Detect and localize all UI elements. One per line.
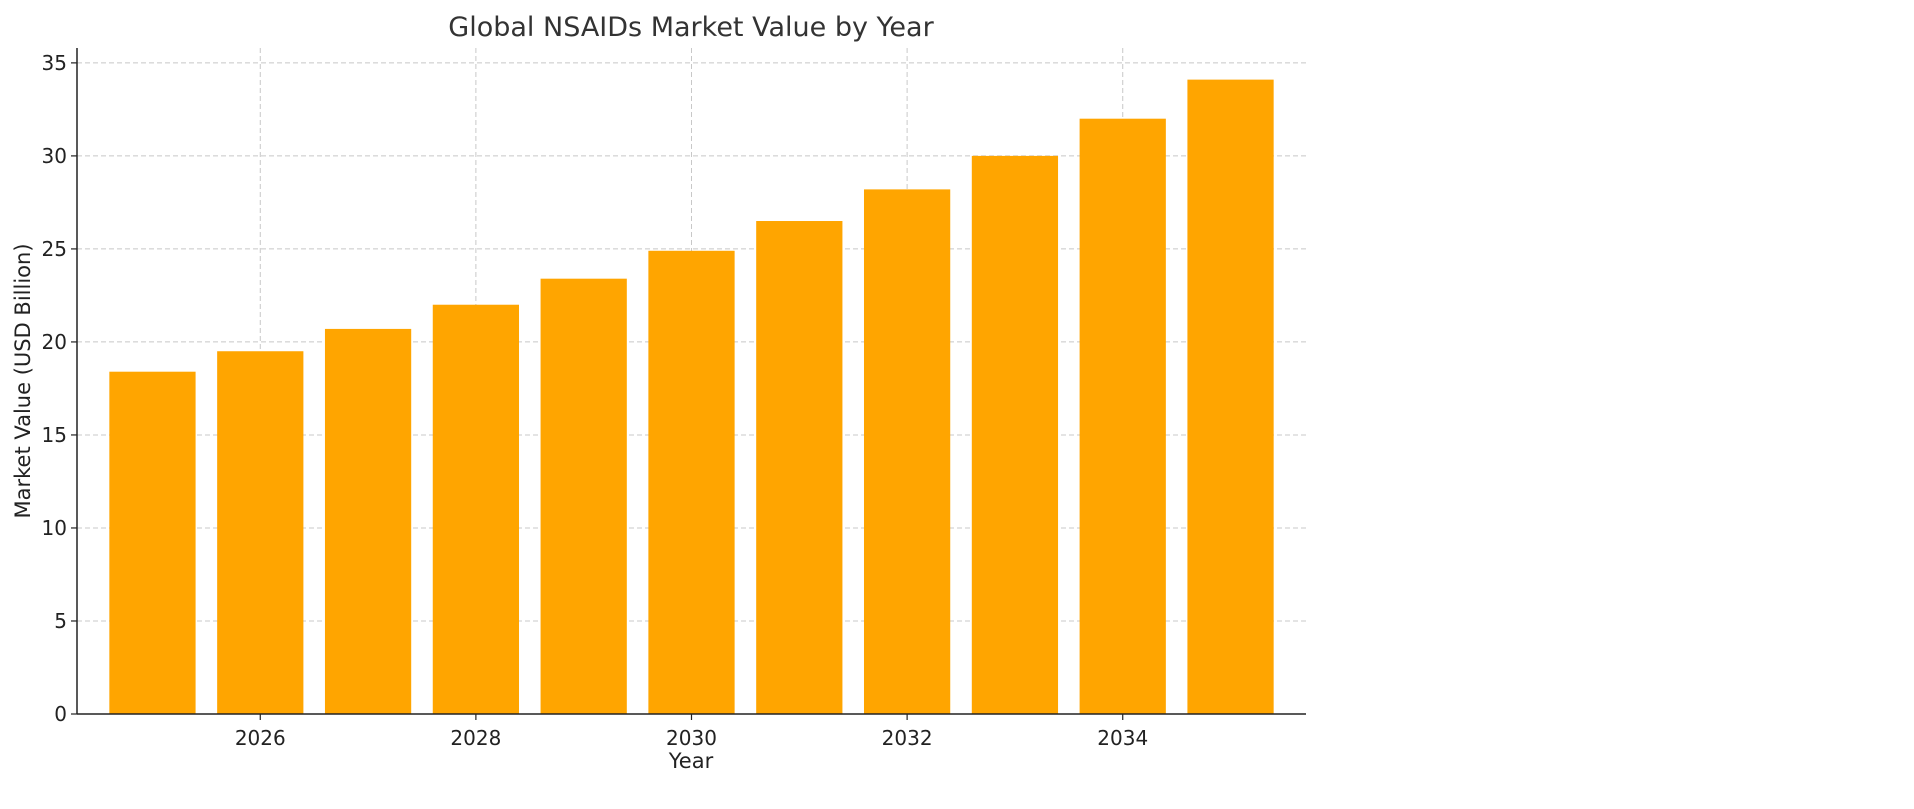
y-tick-label: 20 [42, 330, 67, 354]
x-tick-label: 2034 [1097, 726, 1148, 750]
bar-2035 [1187, 79, 1274, 714]
y-tick-label: 25 [42, 237, 67, 261]
y-tick-label: 0 [54, 702, 67, 726]
bar-2033 [971, 155, 1059, 715]
bar-2026 [217, 351, 304, 714]
bar-2031 [756, 221, 843, 714]
bar-2029 [540, 278, 627, 714]
bar-2028 [432, 304, 520, 714]
bar-2027 [324, 328, 412, 714]
x-axis-label: Year [668, 749, 714, 773]
y-tick-label: 5 [54, 609, 67, 633]
y-axis-label: Market Value (USD Billion) [11, 243, 35, 518]
y-tick-label: 30 [42, 144, 67, 168]
axes: 0 5 10 15 20 25 30 35 2026 2028 2030 2032 2034 [42, 48, 1306, 750]
bar-2030 [648, 250, 735, 714]
y-tick-label: 35 [42, 51, 67, 75]
x-tick-label: 2030 [666, 726, 717, 750]
x-tick-label: 2026 [235, 726, 286, 750]
bar-2034 [1079, 118, 1166, 714]
bar-2025 [109, 371, 196, 714]
bars [109, 79, 1274, 715]
chart-title: Global NSAIDs Market Value by Year [448, 12, 934, 43]
x-tick-label: 2028 [450, 726, 501, 750]
y-tick-label: 10 [42, 516, 67, 540]
x-tick-label: 2032 [882, 726, 933, 750]
y-tick-label: 15 [42, 423, 67, 447]
bar-2032 [863, 189, 951, 714]
